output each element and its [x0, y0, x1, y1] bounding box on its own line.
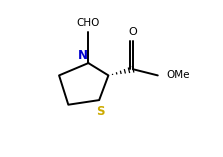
Text: N: N	[78, 49, 88, 62]
Text: O: O	[129, 27, 137, 37]
Text: CHO: CHO	[77, 18, 100, 28]
Text: S: S	[96, 106, 104, 119]
Text: OMe: OMe	[166, 70, 190, 80]
